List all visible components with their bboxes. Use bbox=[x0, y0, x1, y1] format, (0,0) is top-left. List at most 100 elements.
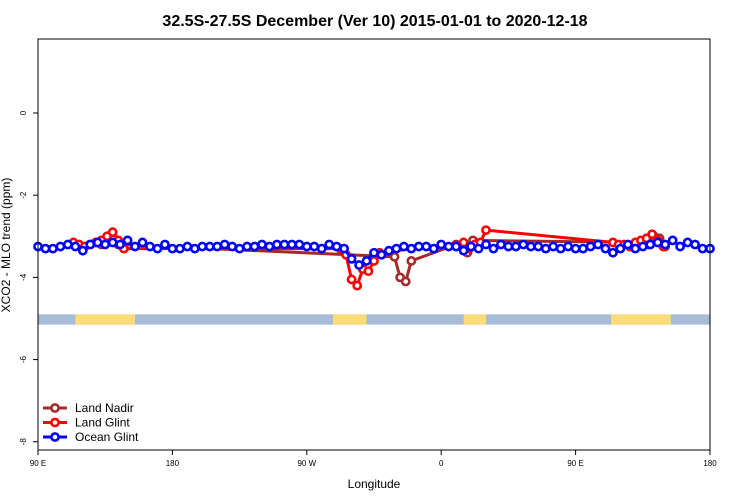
data-point bbox=[675, 241, 686, 252]
legend-item: Ocean Glint bbox=[43, 430, 139, 444]
data-point bbox=[286, 239, 297, 250]
data-point bbox=[122, 235, 133, 246]
data-point bbox=[294, 239, 305, 250]
data-point bbox=[167, 243, 178, 254]
data-point bbox=[406, 256, 417, 266]
legend-item: Land Nadir bbox=[43, 401, 134, 415]
legend-marker bbox=[50, 403, 60, 413]
y-tick-label: -2 bbox=[19, 191, 28, 199]
data-point bbox=[197, 241, 208, 252]
data-point bbox=[137, 237, 148, 248]
data-point bbox=[682, 237, 693, 248]
data-point bbox=[473, 243, 484, 254]
data-point bbox=[361, 256, 372, 266]
data-point bbox=[555, 243, 566, 254]
land-segment bbox=[463, 314, 486, 325]
land-segment bbox=[332, 314, 367, 325]
data-point bbox=[152, 243, 163, 254]
data-point bbox=[421, 241, 432, 252]
data-point bbox=[525, 241, 536, 252]
x-tick-label: 90 E bbox=[567, 459, 583, 468]
data-point bbox=[249, 241, 260, 252]
data-point bbox=[600, 243, 611, 254]
data-point bbox=[309, 241, 320, 252]
land-segment bbox=[75, 314, 136, 325]
data-point bbox=[174, 243, 185, 254]
data-point bbox=[272, 239, 282, 250]
ocean-band bbox=[38, 314, 710, 325]
data-point bbox=[331, 241, 342, 252]
data-point bbox=[697, 243, 708, 254]
data-point bbox=[428, 243, 439, 254]
x-tick-label: 180 bbox=[703, 459, 717, 468]
legend-item: Land Glint bbox=[43, 416, 130, 430]
data-point bbox=[279, 239, 290, 250]
data-point bbox=[369, 247, 379, 258]
plot-frame bbox=[37, 38, 711, 451]
data-point bbox=[391, 243, 402, 254]
x-axis: 90 E 180 90 W 0 90 E 180 bbox=[30, 450, 717, 468]
data-point bbox=[212, 241, 223, 252]
data-point bbox=[339, 243, 350, 254]
data-point bbox=[458, 245, 469, 256]
data-point bbox=[70, 241, 81, 252]
data-point bbox=[204, 241, 215, 252]
chart-title: 32.5S-27.5S December (Ver 10) 2015-01-01… bbox=[162, 13, 587, 30]
data-point bbox=[585, 241, 596, 252]
legend-label: Land Nadir bbox=[75, 401, 134, 415]
data-point bbox=[647, 229, 658, 240]
data-point bbox=[443, 241, 454, 252]
series-layer bbox=[33, 225, 715, 291]
data-point bbox=[652, 237, 663, 248]
data-point bbox=[160, 239, 170, 250]
data-point bbox=[107, 227, 118, 238]
data-point bbox=[234, 243, 245, 254]
data-point bbox=[436, 239, 447, 250]
data-point bbox=[257, 239, 267, 250]
data-point bbox=[242, 241, 252, 252]
y-tick-label: 0 bbox=[19, 110, 28, 115]
data-point bbox=[145, 241, 155, 252]
x-axis-label: Longitude bbox=[348, 477, 401, 491]
data-point bbox=[645, 239, 656, 250]
data-point bbox=[100, 239, 111, 250]
data-point bbox=[264, 241, 275, 252]
legend-label: Ocean Glint bbox=[75, 430, 139, 444]
data-point bbox=[352, 280, 363, 291]
land-ocean-band bbox=[38, 314, 710, 325]
y-tick-label: -8 bbox=[19, 438, 28, 446]
data-point bbox=[488, 243, 499, 254]
data-point bbox=[630, 243, 641, 254]
x-tick-label: 90 E bbox=[30, 459, 46, 468]
data-point bbox=[107, 237, 118, 248]
data-point bbox=[667, 235, 678, 246]
data-point bbox=[608, 247, 618, 258]
data-point bbox=[219, 239, 230, 250]
data-point bbox=[40, 243, 51, 254]
data-point bbox=[660, 239, 671, 250]
x-tick-label: 90 W bbox=[297, 459, 316, 468]
data-point bbox=[48, 243, 58, 254]
data-point bbox=[398, 241, 409, 252]
data-point bbox=[533, 241, 544, 252]
legend-label: Land Glint bbox=[75, 416, 130, 430]
y-tick-label: -6 bbox=[19, 355, 28, 363]
x-tick-label: 0 bbox=[439, 459, 444, 468]
data-point bbox=[451, 241, 462, 252]
data-point bbox=[389, 251, 400, 262]
data-point bbox=[481, 239, 491, 250]
data-point bbox=[346, 253, 357, 264]
data-point bbox=[400, 276, 411, 287]
y-tick-label: -4 bbox=[19, 273, 28, 281]
data-point bbox=[622, 239, 633, 250]
data-point bbox=[55, 241, 66, 252]
data-point bbox=[690, 239, 700, 250]
y-axis: 0 -2 -4 -6 -8 bbox=[19, 110, 38, 445]
data-point bbox=[92, 237, 103, 248]
data-point bbox=[518, 239, 529, 250]
data-point bbox=[548, 241, 559, 252]
data-point bbox=[496, 239, 506, 250]
x-tick-label: 180 bbox=[166, 459, 180, 468]
data-point bbox=[354, 260, 364, 270]
